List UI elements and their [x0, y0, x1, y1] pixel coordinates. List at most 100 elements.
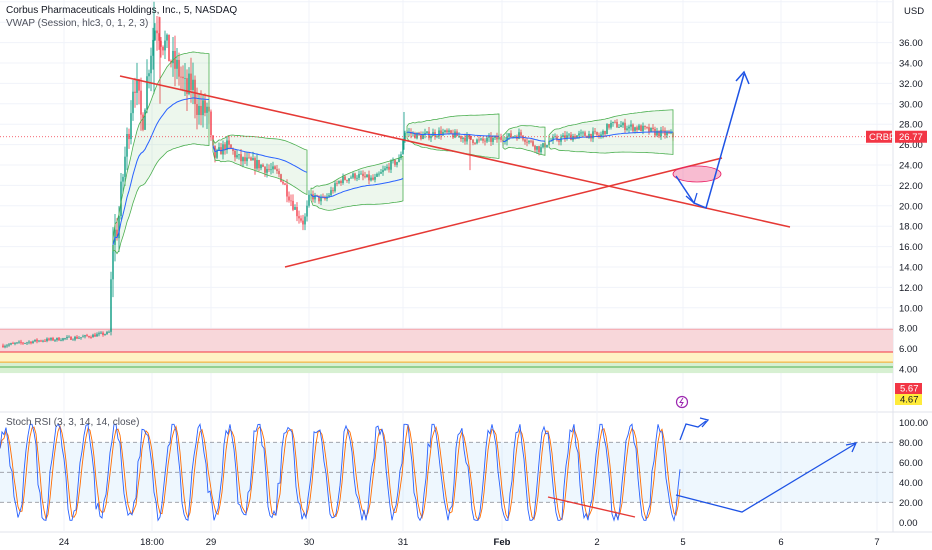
candle-body: [426, 131, 428, 133]
candle-body: [224, 144, 226, 150]
candle-body: [526, 141, 528, 143]
price-axis: USD 4.00 6.00 8.00 10.00 12.00 14.00 16.00 18.00…: [866, 6, 928, 529]
candle-body: [66, 337, 68, 339]
candle-body: [296, 207, 298, 217]
candle-body: [44, 340, 46, 342]
vwap-band: [406, 113, 500, 159]
candle-body: [196, 104, 198, 115]
vwap-band: [112, 51, 210, 255]
candle-body: [596, 131, 598, 135]
candle-body: [392, 160, 394, 161]
candle-body: [8, 344, 10, 346]
candle-body: [192, 79, 194, 91]
candle-body: [126, 133, 128, 157]
candle-body: [294, 207, 296, 210]
candle-body: [260, 164, 262, 169]
vwap-legend[interactable]: VWAP (Session, hlc3, 0, 1, 2, 3): [6, 18, 148, 29]
candle-body: [648, 127, 650, 132]
price-tick-label: 36.00: [899, 38, 923, 49]
symbol-legend[interactable]: Corbus Pharmaceuticals Holdings, Inc., 5…: [6, 5, 237, 16]
candle-body: [536, 146, 538, 150]
candle-body: [334, 183, 336, 192]
rsi-forecast-arrowhead: [845, 442, 858, 453]
time-tick-label: 2: [594, 537, 599, 548]
time-tick-label: 6: [778, 537, 783, 548]
candle-body: [274, 166, 276, 170]
candle-body: [180, 76, 182, 78]
candle-body: [470, 136, 472, 140]
candle-body: [54, 339, 56, 341]
candle-body: [496, 136, 498, 140]
candle-body: [664, 130, 666, 136]
candle-body: [210, 111, 212, 136]
rsi-hook-arrowhead: [699, 417, 710, 428]
candle-body: [232, 148, 234, 151]
rsi-forecast-hook: [679, 420, 707, 441]
candle-body: [638, 125, 640, 130]
level-tag-label: 4.67: [900, 395, 919, 406]
candle-body: [484, 140, 486, 142]
price-tick-label: 6.00: [899, 344, 918, 355]
time-tick-label: 31: [398, 537, 409, 548]
candle-body: [552, 137, 554, 141]
support-resistance-bands: [0, 328, 893, 374]
symbol-tag-label: CRBP: [869, 132, 895, 143]
candle-body: [106, 332, 108, 335]
candle-body: [304, 216, 306, 225]
candle-body: [476, 139, 478, 144]
candle-body: [234, 150, 236, 158]
candle-body: [540, 147, 542, 153]
stoch-rsi-legend[interactable]: Stoch RSI (3, 3, 14, 14, close): [6, 417, 139, 428]
time-tick-label: 29: [206, 537, 217, 548]
candle-body: [194, 79, 196, 105]
candle-body: [308, 194, 310, 206]
candle-body: [142, 114, 144, 130]
candle-body: [158, 33, 160, 41]
time-tick-label: 30: [304, 537, 315, 548]
candle-body: [216, 149, 218, 158]
candle-body: [116, 229, 118, 239]
candle-body: [414, 133, 416, 139]
candle-body: [110, 279, 112, 332]
candle-body: [80, 337, 82, 339]
candle-body: [88, 336, 90, 338]
candle-body: [98, 333, 100, 335]
price-tick-label: 32.00: [899, 79, 923, 90]
candle-body: [252, 158, 254, 161]
candle-body: [360, 173, 362, 175]
price-tick-label: 14.00: [899, 263, 923, 274]
candle-body: [376, 173, 378, 177]
candle-body: [258, 160, 260, 169]
level-tag-label: 5.67: [900, 384, 919, 395]
candle-body: [32, 341, 34, 344]
candle-body: [284, 183, 286, 185]
candle-body: [248, 157, 250, 159]
candle-body: [2, 345, 4, 348]
candle-body: [644, 125, 646, 128]
candle-body: [230, 144, 232, 149]
candle-body: [438, 130, 440, 137]
last-price-tag-label: 26.77: [899, 132, 923, 143]
candle-body: [370, 177, 372, 181]
candle-body: [624, 122, 626, 130]
rsi-tick-label: 80.00: [899, 438, 923, 449]
candle-body: [356, 177, 358, 179]
candle-body: [384, 168, 386, 171]
candle-body: [138, 79, 140, 91]
candle-body: [262, 164, 264, 167]
candle-body: [108, 331, 110, 333]
candle-body: [362, 173, 364, 177]
candle-body: [92, 334, 94, 338]
vwap-line: [112, 97, 210, 245]
candle-body: [200, 105, 202, 116]
candle-body: [366, 174, 368, 178]
candle-body: [156, 30, 158, 34]
vwap-band: [548, 109, 674, 155]
candle-body: [480, 138, 482, 140]
candle-body: [350, 177, 352, 179]
candle-body: [12, 343, 14, 345]
candle-body: [472, 139, 474, 143]
candle-body: [112, 244, 114, 280]
candle-body: [574, 136, 576, 139]
